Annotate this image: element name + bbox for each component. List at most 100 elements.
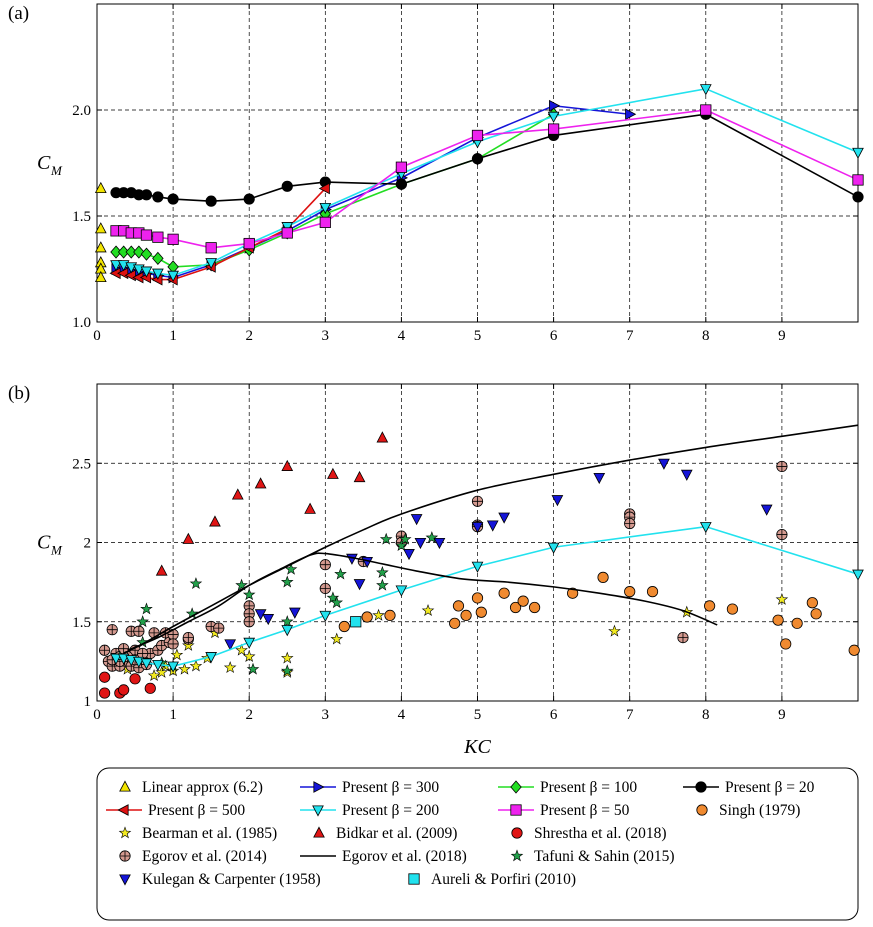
data-point-bearman bbox=[170, 648, 184, 661]
data-point-egorov2014 bbox=[213, 622, 225, 634]
data-point-singh bbox=[509, 601, 522, 614]
data-point-tafuni bbox=[242, 588, 256, 601]
data-point-kulegan bbox=[658, 458, 670, 470]
data-point-b50 bbox=[319, 216, 331, 228]
panel-label: (b) bbox=[8, 383, 30, 404]
y-axis-label-subscript: M bbox=[50, 163, 63, 178]
data-point-singh bbox=[567, 587, 579, 599]
data-point-singh bbox=[361, 611, 373, 623]
data-point-kulegan bbox=[551, 495, 564, 507]
data-point-linear bbox=[94, 270, 107, 283]
data-point-egorov2014 bbox=[133, 625, 145, 637]
data-point-bearman bbox=[223, 661, 237, 674]
legend-marker bbox=[312, 805, 324, 817]
data-point-b200 bbox=[395, 585, 408, 597]
legend-label: Kulegan & Carpenter (1958) bbox=[142, 871, 321, 888]
data-point-b200 bbox=[140, 658, 153, 670]
x-tick-label: 0 bbox=[93, 328, 101, 344]
data-point-b100 bbox=[133, 245, 145, 259]
legend-item-aureli: Aureli & Porfiri (2010) bbox=[408, 871, 576, 888]
data-point-b50 bbox=[281, 227, 293, 239]
data-point-singh bbox=[780, 638, 792, 650]
data-point-b20 bbox=[281, 180, 293, 192]
data-point-kulegan bbox=[593, 472, 606, 485]
legend-marker bbox=[510, 849, 524, 862]
y-axis-label: C bbox=[37, 152, 51, 174]
data-point-b500 bbox=[124, 269, 136, 282]
y-axis-label-subscript: M bbox=[50, 543, 63, 558]
data-point-tafuni bbox=[376, 566, 389, 578]
data-point-b20 bbox=[140, 189, 153, 201]
data-point-b200 bbox=[243, 637, 256, 649]
series-line-b50 bbox=[116, 109, 859, 249]
legend-item-bearman: Bearman et al. (1985) bbox=[118, 825, 277, 842]
data-point-bidkar bbox=[353, 470, 366, 483]
data-point-egorov2014 bbox=[99, 644, 111, 656]
x-tick-label: 6 bbox=[550, 707, 558, 723]
data-point-b200 bbox=[281, 625, 294, 637]
y-axis-label: C bbox=[37, 532, 51, 554]
panel-label: (a) bbox=[8, 3, 29, 24]
data-point-linear bbox=[94, 181, 107, 194]
data-point-b500 bbox=[318, 182, 330, 195]
data-point-singh bbox=[772, 614, 784, 626]
x-tick-label: 5 bbox=[474, 707, 482, 723]
data-point-b50 bbox=[243, 237, 255, 250]
data-point-tafuni bbox=[284, 562, 298, 575]
data-point-b100 bbox=[125, 245, 137, 259]
data-point-kulegan bbox=[262, 614, 275, 626]
legend-marker bbox=[511, 827, 523, 839]
data-point-kulegan bbox=[224, 639, 237, 651]
data-point-tafuni bbox=[395, 539, 408, 552]
data-point-bidkar bbox=[281, 459, 294, 471]
data-point-singh bbox=[452, 600, 465, 612]
data-point-tafuni bbox=[246, 662, 260, 675]
data-point-b50 bbox=[471, 129, 484, 142]
legend-label: Present β = 300 bbox=[342, 779, 439, 796]
x-tick-label: 8 bbox=[702, 328, 710, 344]
legend-item-b50: Present β = 50 bbox=[498, 802, 630, 819]
legend-box bbox=[96, 767, 859, 921]
data-point-egorov2014 bbox=[624, 517, 636, 530]
x-tick-label: 9 bbox=[778, 707, 786, 723]
x-tick-label: 4 bbox=[398, 707, 406, 723]
y-tick-label: 1.5 bbox=[72, 209, 91, 225]
data-point-b200 bbox=[547, 542, 560, 554]
data-point-bearman bbox=[235, 643, 248, 656]
data-point-b20 bbox=[205, 195, 217, 207]
data-point-b200 bbox=[167, 661, 179, 673]
legend-marker bbox=[119, 874, 131, 886]
legend-item-shrestha: Shrestha et al. (2018) bbox=[511, 825, 667, 842]
data-point-egorov2014 bbox=[776, 460, 788, 473]
data-point-b20 bbox=[852, 191, 864, 203]
data-point-egorov2014 bbox=[243, 616, 255, 628]
data-point-egorov2014 bbox=[167, 628, 179, 641]
data-point-bearman bbox=[330, 632, 344, 645]
x-tick-label: 3 bbox=[322, 707, 330, 723]
data-point-singh bbox=[475, 606, 487, 618]
legend-item-kulegan: Kulegan & Carpenter (1958) bbox=[119, 871, 321, 888]
data-point-b100 bbox=[140, 247, 153, 261]
data-point-egorov2014 bbox=[776, 528, 788, 541]
data-point-bearman bbox=[155, 665, 168, 678]
data-point-kulegan bbox=[433, 537, 446, 550]
data-point-egorov2014 bbox=[471, 495, 484, 507]
legend-marker bbox=[118, 826, 132, 839]
legend-label: Shrestha et al. (2018) bbox=[534, 825, 667, 842]
data-point-b200 bbox=[852, 569, 864, 581]
data-point-tafuni bbox=[326, 591, 340, 604]
y-tick-label: 1.5 bbox=[72, 615, 91, 631]
series-line-egorov2018 bbox=[127, 552, 718, 652]
data-point-kulegan bbox=[498, 512, 510, 524]
data-point-b20 bbox=[395, 178, 407, 190]
data-point-b100 bbox=[110, 245, 122, 259]
x-tick-label: 1 bbox=[169, 328, 177, 344]
y-tick-label: 2 bbox=[84, 536, 92, 552]
data-point-shrestha bbox=[129, 673, 141, 685]
data-point-b200 bbox=[699, 522, 712, 534]
data-point-b200 bbox=[471, 561, 484, 573]
y-tick-label: 1 bbox=[84, 694, 92, 710]
x-tick-label: 5 bbox=[474, 328, 482, 344]
data-point-bidkar bbox=[327, 467, 339, 479]
